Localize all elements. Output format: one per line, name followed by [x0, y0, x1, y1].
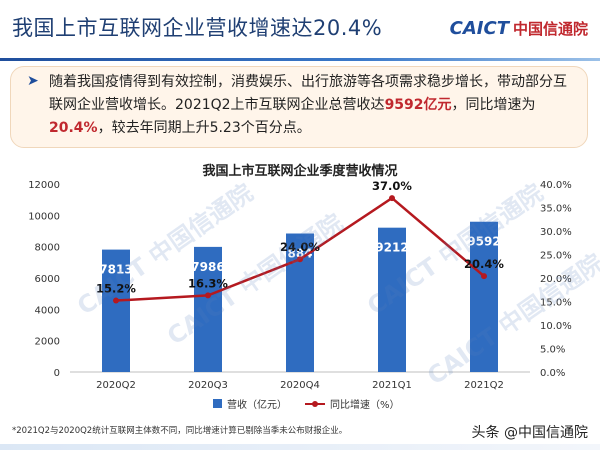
bar-revenue — [378, 227, 406, 372]
growth-value-label: 15.2% — [96, 282, 136, 296]
legend-line-marker — [312, 401, 318, 407]
revenue-chart: 0 2000 4000 6000 8000 10000 12000 0.0% 5.0% 10.0%… — [28, 179, 572, 411]
legend-bar-label: 营收（亿元） — [227, 398, 287, 411]
y-tick-label: 8000 — [35, 243, 60, 254]
x-tick-label: 2020Q2 — [96, 380, 136, 391]
growth-value-label: 20.4% — [464, 257, 504, 271]
growth-point — [205, 292, 211, 299]
bar-revenue — [102, 249, 130, 372]
legend-bar-swatch — [213, 399, 222, 408]
x-tick-label: 2021Q2 — [464, 380, 504, 391]
y2-tick-label: 0.0% — [540, 368, 565, 379]
y2-tick-label: 5.0% — [540, 345, 565, 356]
y2-tick-label: 30.0% — [540, 227, 572, 238]
growth-point — [297, 256, 303, 263]
summary-box: ➤ 随着我国疫情得到有效控制，消费娱乐、出行旅游等各项需求稳步增长，带动部分互联… — [10, 66, 588, 148]
summary-highlight-revenue: 9592亿元 — [384, 97, 452, 113]
bar-value-label: 9212 — [375, 241, 408, 255]
page-title: 我国上市互联网企业营收增速达20.4% — [12, 16, 383, 40]
growth-value-label: 37.0% — [372, 179, 412, 193]
footnote: *2021Q2与2020Q2统计互联网主体数不同，同比增速计算已剔除当季未公布财… — [12, 426, 348, 436]
y2-tick-label: 40.0% — [540, 180, 572, 191]
bar-revenue — [194, 246, 222, 372]
summary-highlight-growth: 20.4% — [49, 120, 98, 136]
growth-point — [389, 195, 395, 202]
y-tick-label: 6000 — [35, 274, 60, 285]
y-tick-label: 2000 — [35, 337, 60, 348]
y-tick-label: 12000 — [28, 180, 60, 191]
x-tick-label: 2021Q1 — [372, 380, 412, 391]
bar-revenue — [470, 221, 498, 372]
bar-value-label: 9592 — [467, 235, 500, 249]
legend-line-label: 同比增速（%） — [330, 398, 400, 411]
summary-part-3: ，较去年同期上升5.23个百分点。 — [97, 120, 311, 136]
y2-tick-label: 10.0% — [540, 321, 572, 332]
growth-value-label: 24.0% — [280, 240, 320, 254]
logo-cn-text: 中国信通院 — [512, 20, 588, 38]
source-credit: 头条 @中国信通院 — [471, 425, 588, 441]
growth-point — [113, 297, 119, 304]
summary-part-1: 随着我国疫情得到有效控制，消费娱乐、出行旅游等各项需求稳步增长，带动部分互联网企… — [49, 74, 567, 113]
bar-value-label: 7813 — [99, 263, 132, 277]
summary-part-2: ，同比增速为 — [451, 97, 536, 113]
chart-title: 我国上市互联网企业季度营收情况 — [202, 164, 398, 179]
bar-value-label: 884 — [287, 247, 312, 261]
bar-value-label: 7986 — [191, 260, 224, 274]
growth-point — [481, 273, 487, 280]
y-tick-label: 10000 — [28, 211, 60, 222]
bullet-arrow-icon: ➤ — [27, 73, 39, 89]
y2-tick-label: 20.0% — [540, 274, 572, 285]
growth-value-label: 16.3% — [188, 276, 228, 290]
x-tick-label: 2020Q3 — [188, 380, 228, 391]
y2-tick-label: 25.0% — [540, 251, 572, 262]
summary-text: 随着我国疫情得到有效控制，消费娱乐、出行旅游等各项需求稳步增长，带动部分互联网企… — [49, 71, 579, 140]
header-divider — [0, 58, 600, 61]
y2-tick-label: 35.0% — [540, 204, 572, 215]
y-tick-label: 0 — [54, 368, 60, 379]
y2-tick-label: 15.0% — [540, 298, 572, 309]
footer-band — [0, 444, 600, 450]
x-tick-label: 2020Q4 — [280, 380, 320, 391]
y-tick-label: 4000 — [35, 305, 60, 316]
caict-logo: CAICT 中国信通院 — [450, 18, 588, 39]
logo-mark: CAICT — [449, 18, 509, 39]
